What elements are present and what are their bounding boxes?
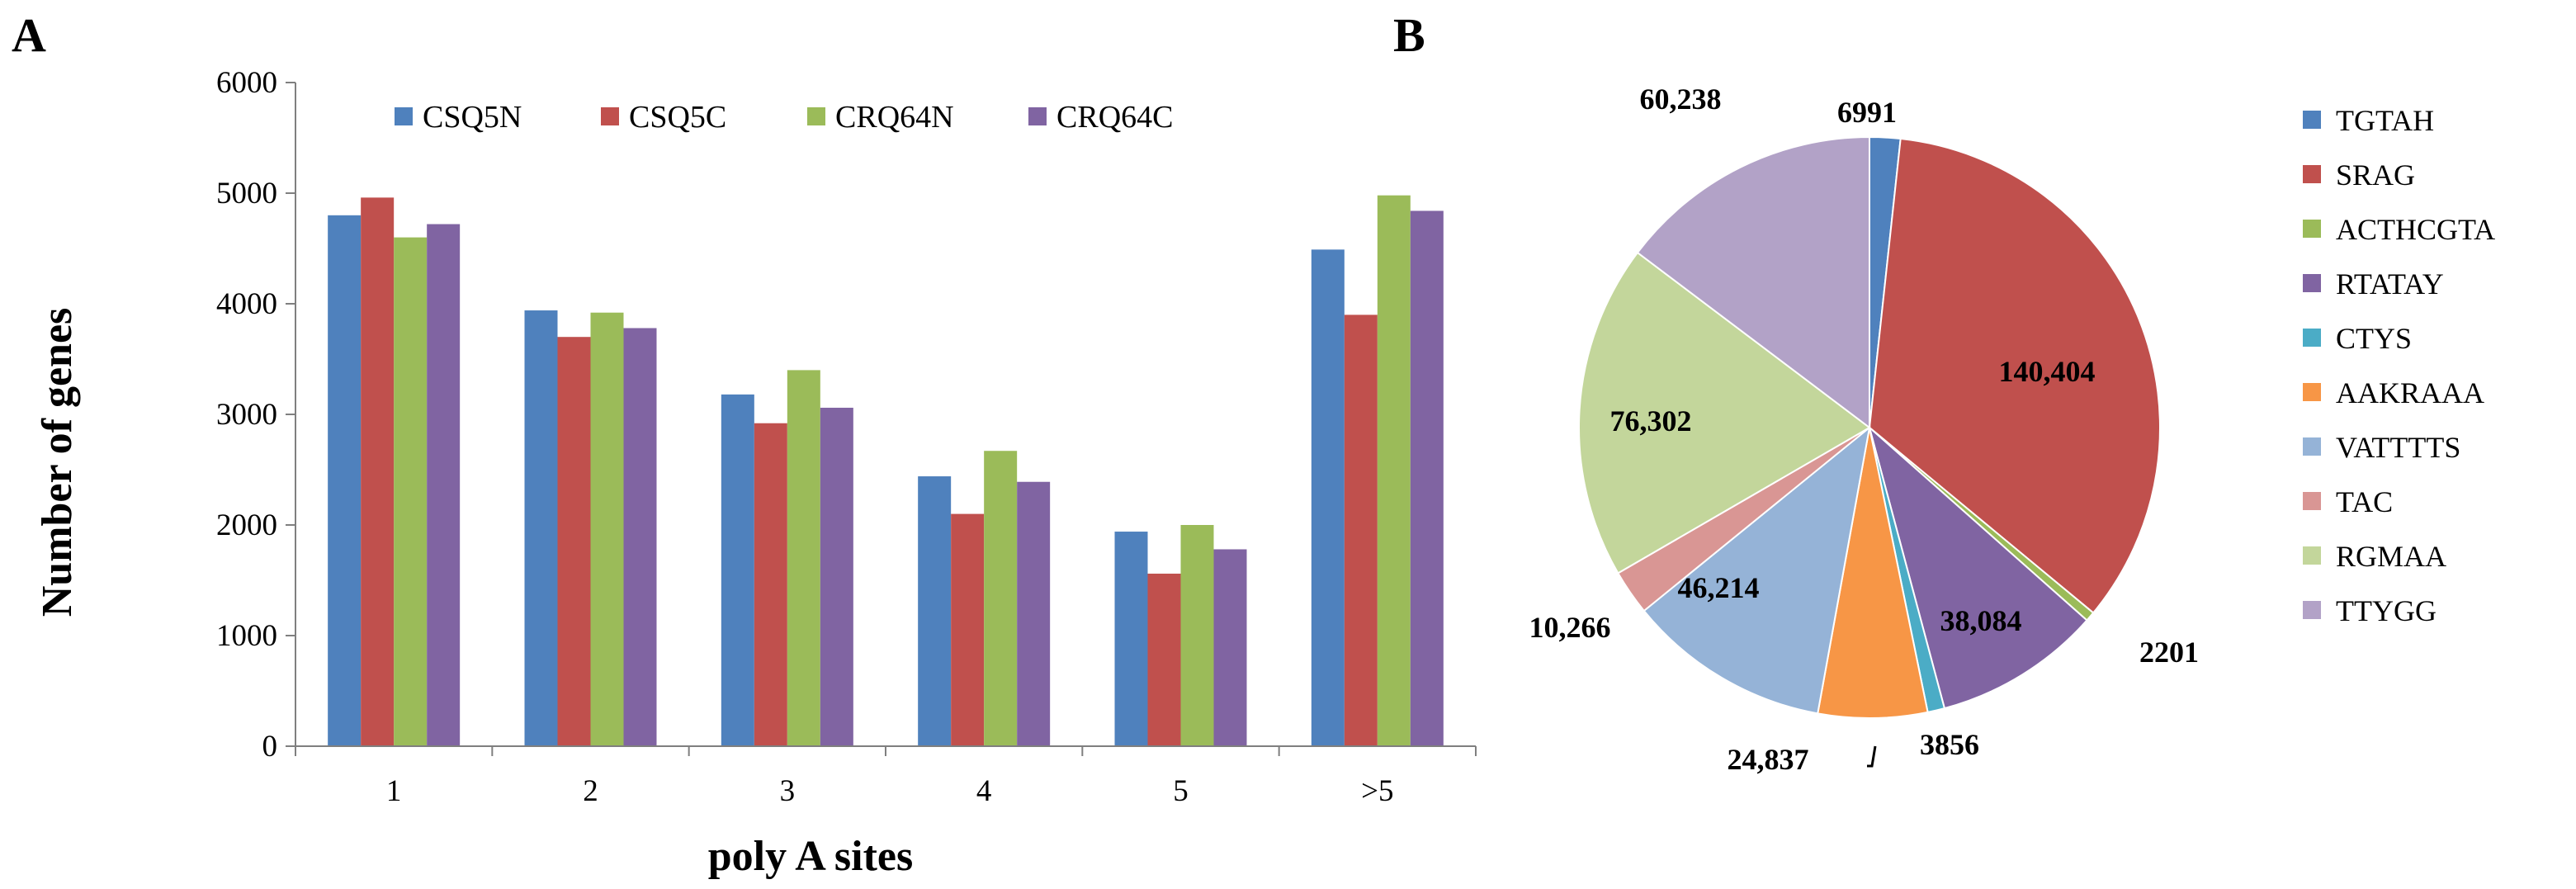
bar-chart: CSQ5N CSQ5C CRQ64N CRQ64C 0 1000 2000 3000 4000… — [34, 66, 1477, 880]
bar-crq64c-4 — [1017, 481, 1051, 746]
y-tick-label: 6000 — [216, 66, 277, 100]
bar-csq5c-2 — [557, 337, 591, 746]
bar-csq5c-3 — [754, 423, 787, 746]
y-tick-label: 3000 — [216, 398, 277, 432]
legend-swatch-csq5n — [395, 107, 413, 125]
pie-label-rgmaa: 76,302 — [1610, 404, 1692, 437]
bar-csq5c-1 — [361, 197, 395, 747]
panel-letter-b: B — [1393, 8, 1425, 62]
pie-legend-label-vatttts: VATTTTS — [2336, 431, 2460, 464]
pie-legend-label-tgtah: TGTAH — [2336, 104, 2434, 137]
y-axis-ticks: 0 1000 2000 3000 4000 5000 6000 — [216, 66, 295, 764]
legend-label-crq64n: CRQ64N — [835, 100, 954, 135]
pie-slice-srag — [1868, 137, 2161, 614]
bar-crq64n-6 — [1377, 195, 1411, 746]
pie-slice-rgmaa — [1578, 251, 1871, 575]
pie-slice-rtatay — [1868, 425, 2088, 710]
legend-label-csq5n: CSQ5N — [423, 100, 522, 135]
pie-legend-label-ttygg: TTYGG — [2336, 594, 2437, 627]
bar-crq64c-5 — [1213, 549, 1247, 746]
bar-csq5n-2 — [524, 310, 558, 746]
pie-legend-label-ctys: CTYS — [2336, 322, 2412, 355]
bar-crq64n-5 — [1180, 525, 1214, 746]
bar-csq5c-6 — [1344, 314, 1378, 746]
bar-csq5n-4 — [918, 476, 952, 746]
pie-legend-swatch-vatttts — [2303, 437, 2321, 456]
pie-slices — [1578, 135, 2161, 719]
bar-csq5n-5 — [1114, 532, 1148, 746]
pie-slice-vatttts — [1642, 425, 1871, 715]
x-tick-label: >5 — [1361, 774, 1393, 808]
y-tick-label: 0 — [262, 730, 278, 764]
pie-legend-label-rtatay: RTATAY — [2336, 267, 2444, 300]
pie-legend-label-aakraaa: AAKRAAA — [2336, 376, 2484, 409]
pie-label-acthcgta: 2201 — [2139, 636, 2199, 669]
y-tick-label: 5000 — [216, 177, 277, 210]
bar-csq5n-6 — [1311, 249, 1345, 747]
x-axis-ticks: 1 2 3 4 5 >5 — [295, 746, 1477, 808]
pie-slice-aakraaa — [1817, 427, 1929, 719]
pie-legend-label-rgmaa: RGMAA — [2336, 540, 2446, 573]
x-axis-title: poly A sites — [708, 833, 914, 880]
bar-crq64n-3 — [787, 370, 820, 746]
pie-legend-label-acthcgta: ACTHCGTA — [2336, 213, 2495, 246]
bar-crq64c-3 — [820, 407, 853, 746]
bar-csq5c-5 — [1147, 573, 1181, 746]
pie-legend-label-tac: TAC — [2336, 485, 2393, 518]
y-tick-label: 2000 — [216, 508, 277, 542]
y-tick-label: 4000 — [216, 287, 277, 321]
pie-legend-swatch-rgmaa — [2303, 546, 2321, 565]
pie-slice-ttygg — [1636, 135, 1870, 430]
legend-swatch-crq64c — [1028, 107, 1047, 125]
bar-csq5c-4 — [951, 513, 985, 746]
bar-crq64n-1 — [394, 237, 428, 747]
pie-label-tac: 10,266 — [1529, 611, 1611, 644]
legend-label-crq64c: CRQ64C — [1056, 100, 1173, 135]
pie-label-rtatay: 38,084 — [1940, 604, 2022, 637]
x-tick-label: 2 — [583, 774, 598, 808]
bar-csq5n-3 — [721, 394, 754, 746]
y-tick-label: 1000 — [216, 619, 277, 653]
y-axis-title: Number of genes — [34, 308, 81, 617]
pie-labels: 6991 140,404 2201 38,084 3856 24,837 46,214 10,… — [1529, 83, 2200, 776]
x-tick-label: 1 — [386, 774, 402, 808]
legend-label-csq5c: CSQ5C — [629, 100, 726, 135]
pie-legend-swatch-ttygg — [2303, 601, 2321, 619]
bar-crq64c-6 — [1410, 210, 1444, 746]
bar-crq64n-2 — [590, 312, 624, 747]
pie-legend: TGTAH SRAG ACTHCGTA RTATAY CTYS AAKRAAA VATTTT… — [2303, 104, 2495, 627]
bars — [328, 195, 1444, 747]
x-tick-label: 4 — [976, 774, 992, 808]
pie-chart: 6991 140,404 2201 38,084 3856 24,837 46,214 10,… — [1529, 83, 2496, 776]
pie-label-ttygg: 60,238 — [1640, 83, 1722, 116]
pie-legend-swatch-acthcgta — [2303, 220, 2321, 238]
bar-crq64c-1 — [427, 224, 461, 746]
pie-legend-label-srag: SRAG — [2336, 158, 2415, 192]
pie-label-srag: 140,404 — [1999, 355, 2096, 388]
pie-legend-swatch-srag — [2303, 165, 2321, 183]
panel-letter-a: A — [12, 8, 46, 62]
x-tick-label: 5 — [1173, 774, 1189, 808]
pie-legend-swatch-tac — [2303, 492, 2321, 510]
pie-legend-swatch-tgtah — [2303, 111, 2321, 129]
bar-csq5n-1 — [328, 215, 362, 746]
bar-crq64c-2 — [623, 328, 657, 746]
pie-label-vatttts: 46,214 — [1678, 571, 1760, 604]
leader-line-24837 — [1867, 745, 1877, 768]
pie-legend-swatch-ctys — [2303, 329, 2321, 347]
pie-label-tgtah: 6991 — [1837, 96, 1897, 129]
legend-swatch-crq64n — [807, 107, 825, 125]
pie-label-ctys: 3856 — [1920, 728, 1979, 761]
legend-swatch-csq5c — [601, 107, 619, 125]
pie-legend-swatch-aakraaa — [2303, 383, 2321, 401]
x-tick-label: 3 — [780, 774, 796, 808]
bar-legend: CSQ5N CSQ5C CRQ64N CRQ64C — [395, 100, 1173, 135]
bar-crq64n-4 — [984, 451, 1018, 746]
pie-legend-swatch-rtatay — [2303, 274, 2321, 292]
pie-label-aakraaa: 24,837 — [1728, 743, 1809, 776]
